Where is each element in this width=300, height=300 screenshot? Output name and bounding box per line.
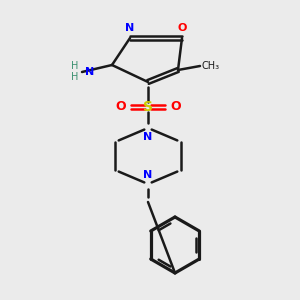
Text: H: H bbox=[71, 72, 79, 82]
Text: N: N bbox=[85, 67, 94, 77]
Text: O: O bbox=[170, 100, 181, 113]
Text: CH₃: CH₃ bbox=[202, 61, 220, 71]
Text: S: S bbox=[143, 100, 153, 114]
Text: O: O bbox=[177, 23, 187, 33]
Text: N: N bbox=[143, 132, 153, 142]
Text: N: N bbox=[143, 170, 153, 180]
Text: H: H bbox=[71, 61, 79, 71]
Text: O: O bbox=[116, 100, 126, 113]
Text: N: N bbox=[125, 23, 135, 33]
